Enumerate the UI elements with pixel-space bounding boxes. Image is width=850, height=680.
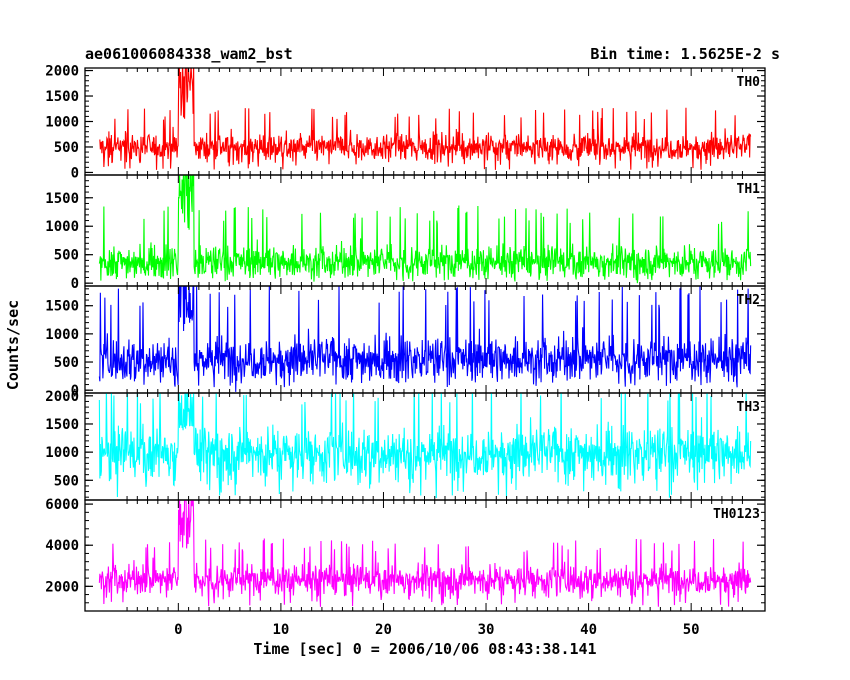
header-left-title: ae061006084338_wam2_bst (85, 45, 293, 63)
y-tick-label: 500 (54, 140, 79, 156)
series-th0-line (99, 68, 752, 170)
panel-label-th0123: TH0123 (713, 507, 760, 522)
x-tick-label: 0 (174, 622, 182, 638)
panel-frame (84, 499, 766, 612)
panel-th0123: 2000 4000 6000 TH0123 (45, 497, 766, 612)
y-axis-label: Counts/sec (4, 300, 22, 390)
panel-th0: 0 500 1000 1500 2000 TH0 (45, 64, 766, 181)
panel-th2: 0 500 1000 1500 TH2 (45, 285, 766, 399)
y-tick-label: 1000 (45, 445, 79, 461)
panels: 0 500 1000 1500 2000 TH0 0 500 1000 1500 TH1 0 500 10… (45, 64, 766, 612)
series-th2-line (98, 286, 752, 392)
x-tick-label: 40 (580, 622, 597, 638)
y-tick-label: 2000 (45, 64, 79, 80)
panel-th3: 500 1000 1500 2000 TH3 (45, 389, 766, 501)
panel-label-th0: TH0 (737, 75, 761, 90)
series-th0123-line (98, 500, 752, 607)
y-tick-label: 2000 (45, 389, 79, 405)
panel-label-th2: TH2 (737, 293, 760, 308)
y-tick-label: 500 (54, 355, 79, 371)
series-th3-line (98, 393, 752, 498)
y-tick-label: 0 (71, 165, 79, 181)
x-tick-label: 30 (478, 622, 495, 638)
panel-label-th1: TH1 (737, 182, 761, 197)
x-tick-label: 50 (683, 622, 700, 638)
series-th1-line (98, 175, 752, 284)
header-right-title: Bin time: 1.5625E-2 s (590, 45, 780, 63)
x-tick-label: 10 (272, 622, 289, 638)
y-tick-label: 1500 (45, 417, 79, 433)
y-tick-label: 1500 (45, 299, 79, 315)
y-tick-label: 1000 (45, 219, 79, 235)
x-axis: 0 10 20 30 40 50 (174, 622, 699, 638)
y-tick-label: 1000 (45, 327, 79, 343)
panel-th1: 0 500 1000 1500 TH1 (45, 174, 766, 292)
y-tick-label: 1500 (45, 89, 79, 105)
y-tick-label: 1500 (45, 191, 79, 207)
x-tick-label: 20 (375, 622, 392, 638)
panel-label-th3: TH3 (737, 400, 760, 415)
x-axis-label: Time [sec] 0 = 2006/10/06 08:43:38.141 (253, 640, 596, 658)
y-tick-label: 6000 (45, 497, 79, 513)
y-tick-label: 4000 (45, 538, 79, 554)
y-tick-label: 500 (54, 473, 79, 489)
y-tick-label: 0 (71, 383, 79, 399)
y-tick-label: 2000 (45, 579, 79, 595)
y-tick-label: 1000 (45, 115, 79, 131)
y-tick-label: 500 (54, 248, 79, 264)
y-tick-label: 0 (71, 276, 79, 292)
